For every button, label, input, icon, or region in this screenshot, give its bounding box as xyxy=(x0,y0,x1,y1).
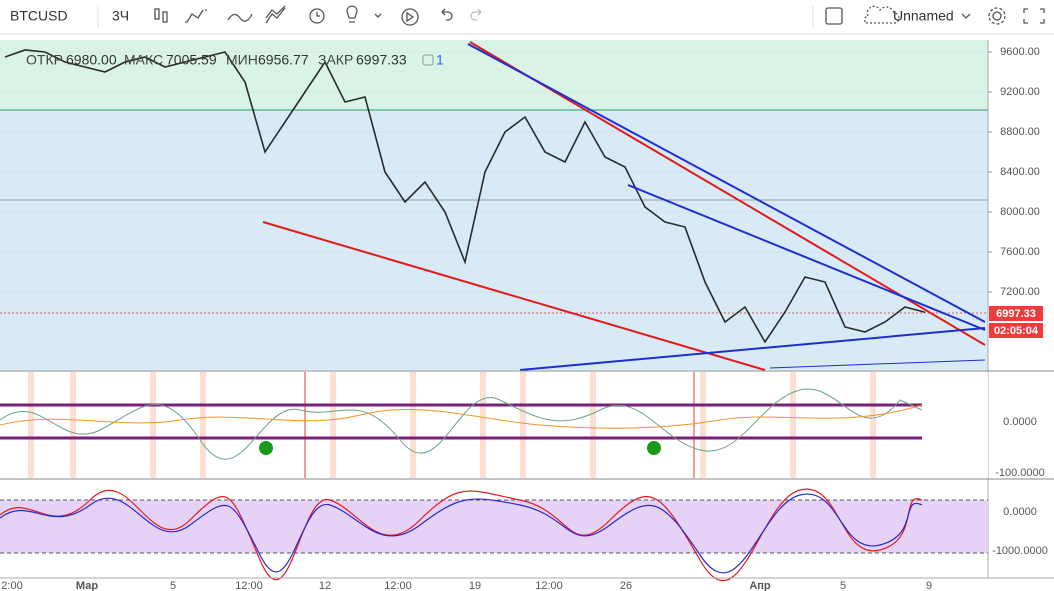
time-label: 12 xyxy=(319,580,331,591)
band-fill xyxy=(0,500,988,553)
layout-name[interactable]: Unnamed xyxy=(893,8,954,24)
last-price: 6997.33 xyxy=(996,308,1036,320)
time-label: 12:00 xyxy=(235,580,263,591)
legend-value: 7005.59 xyxy=(166,52,217,68)
time-label: Апр xyxy=(749,580,771,591)
alert-icon[interactable] xyxy=(422,54,434,66)
price-ticks: 9600.00 9200.00 8800.00 8400.00 8000.00 7600.… xyxy=(988,46,1040,298)
time-label: 2:00 xyxy=(1,580,22,591)
time-label: Мар xyxy=(76,580,98,591)
toolbar-icons[interactable] xyxy=(154,5,1045,26)
buy-signal xyxy=(647,441,661,455)
price-line xyxy=(4,49,926,344)
osc-tick: 0.0000 xyxy=(1003,416,1037,428)
y-tick-label: 7600.00 xyxy=(1000,246,1040,258)
legend-value: 6997.33 xyxy=(356,52,407,68)
slow-line xyxy=(0,493,923,574)
toolbar xyxy=(0,0,1054,34)
ohlc-legend: ОТКР 6980.00 МАКС 7005.59 МИН 6956.77 ЗА… xyxy=(26,52,444,68)
time-label: 12:00 xyxy=(384,580,412,591)
legend-value: 6980.00 xyxy=(66,52,117,68)
time-label: 12:00 xyxy=(535,580,563,591)
time-axis: 2:00 Мар 5 12:00 12 12:00 19 12:00 26 Ап… xyxy=(1,580,932,591)
countdown: 02:05:04 xyxy=(994,325,1039,337)
time-label: 26 xyxy=(620,580,632,591)
time-label: 19 xyxy=(469,580,481,591)
zone-upper xyxy=(0,40,988,110)
y-tick-label: 7200.00 xyxy=(1000,286,1040,298)
signal-bars xyxy=(28,372,876,478)
interval[interactable]: 3Ч xyxy=(112,8,129,24)
time-label: 5 xyxy=(840,580,846,591)
symbol[interactable]: BTCUSD xyxy=(10,8,68,24)
price-pane xyxy=(0,49,988,344)
time-label: 9 xyxy=(926,580,932,591)
oscillator-pane xyxy=(0,372,988,478)
buy-signal xyxy=(259,441,273,455)
trend-lines xyxy=(262,41,986,371)
y-tick-label: 9200.00 xyxy=(1000,86,1040,98)
countdown-badge xyxy=(989,323,1043,338)
signal-line xyxy=(0,404,923,429)
y-tick-label: 8400.00 xyxy=(1000,166,1040,178)
fast-line xyxy=(0,488,923,581)
osc-tick: -1000.0000 xyxy=(992,545,1048,557)
oscillator-line xyxy=(0,388,923,460)
y-tick-label: 8800.00 xyxy=(1000,126,1040,138)
legend-label: ОТКР xyxy=(26,52,63,68)
time-label: 5 xyxy=(170,580,176,591)
legend-label: МИН xyxy=(226,52,258,68)
alerts-count: 1 xyxy=(436,52,444,68)
legend-label: МАКС xyxy=(124,52,163,68)
legend-value: 6956.77 xyxy=(258,52,309,68)
zone-lower xyxy=(0,110,988,370)
legend-label: ЗАКР xyxy=(318,52,353,68)
y-tick-label: 9600.00 xyxy=(1000,46,1040,58)
y-tick-label: 8000.00 xyxy=(1000,206,1040,218)
osc-tick: 0.0000 xyxy=(1003,506,1037,518)
osc-tick: -100.0000 xyxy=(995,467,1045,479)
last-price-badge xyxy=(989,306,1043,321)
